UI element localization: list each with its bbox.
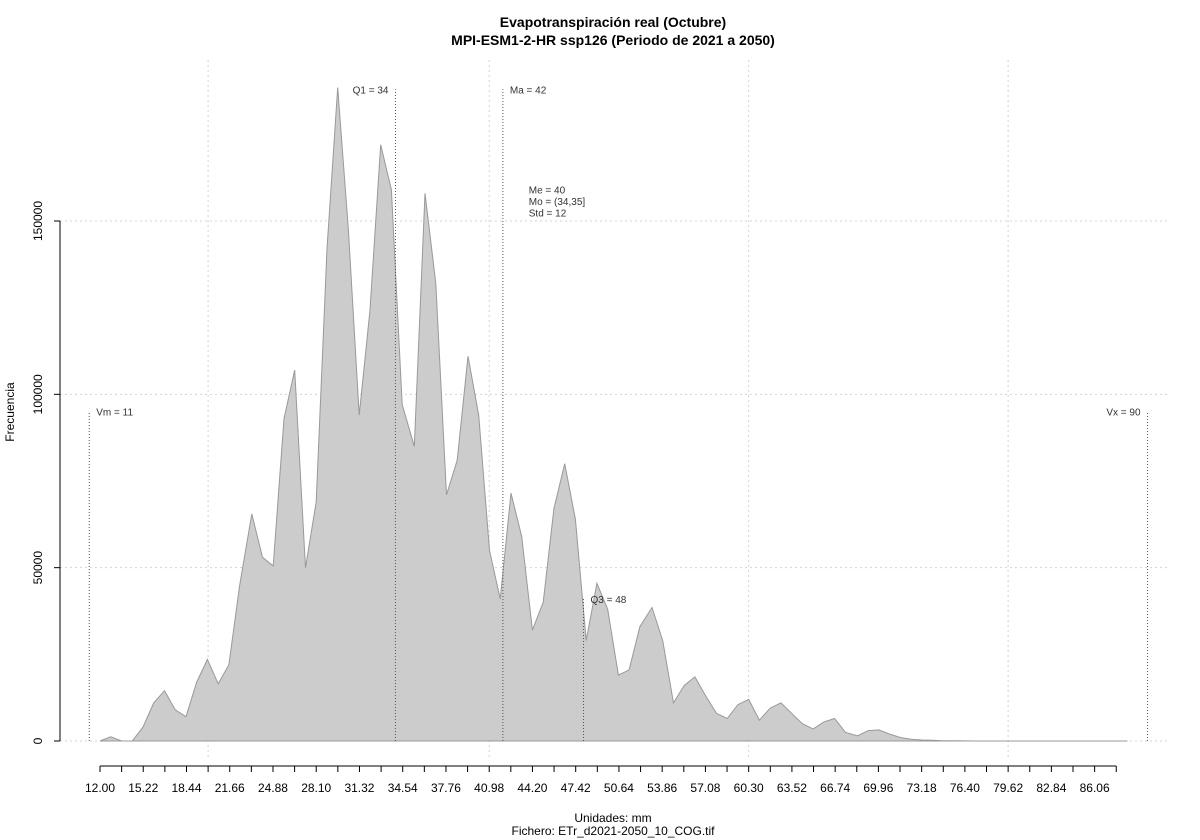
x-tick-label: 47.42 — [561, 781, 591, 795]
marker-label: Vm = 11 — [96, 408, 133, 419]
markers: Vm = 11 Q1 = 34 Ma = 42 Q3 = 48 Vx = 90 — [88, 85, 1149, 741]
x-axis-title: Unidades: mm — [574, 811, 651, 825]
y-axis-title: Frecuencia — [3, 382, 17, 442]
x-tick-label: 34.54 — [388, 781, 418, 795]
y-tick-label: 150000 — [31, 201, 45, 241]
x-tick-label: 66.74 — [820, 781, 850, 795]
x-tick-label: 37.76 — [431, 781, 461, 795]
x-tick-label: 86.06 — [1080, 781, 1110, 795]
x-tick-label: 69.96 — [863, 781, 893, 795]
x-axis: 12.00 15.22 18.44 21.66 24.88 28.10 31.32 34.54… — [85, 765, 1117, 795]
x-tick-label: 53.86 — [647, 781, 677, 795]
x-tick-label: 50.64 — [604, 781, 634, 795]
x-tick-label: 21.66 — [215, 781, 245, 795]
y-tick-label: 50000 — [31, 551, 45, 585]
marker-label: Q3 = 48 — [590, 595, 626, 606]
y-tick-label: 100000 — [31, 374, 45, 414]
stat-line: Me = 40 — [529, 186, 566, 197]
stat-line: Mo = (34,35] — [529, 197, 586, 208]
x-tick-label: 40.98 — [474, 781, 504, 795]
y-tick-label: 0 — [31, 737, 45, 744]
chart-subtitle: MPI-ESM1-2-HR ssp126 (Periodo de 2021 a … — [451, 32, 775, 48]
x-tick-label: 60.30 — [734, 781, 764, 795]
chart-title: Evapotranspiración real (Octubre) — [500, 14, 726, 30]
x-tick-label: 24.88 — [258, 781, 288, 795]
x-tick-label: 76.40 — [950, 781, 980, 795]
x-tick-label: 73.18 — [907, 781, 937, 795]
marker-label: Q1 = 34 — [353, 85, 389, 96]
x-tick-label: 28.10 — [301, 781, 331, 795]
marker-label: Vx = 90 — [1106, 408, 1141, 419]
y-axis: 0 50000 100000 150000 — [31, 201, 61, 744]
chart-caption: Fichero: ETr_d2021-2050_10_COG.tif — [512, 824, 716, 838]
x-tick-label: 63.52 — [777, 781, 807, 795]
marker-label: Ma = 42 — [510, 85, 547, 96]
x-tick-label: 15.22 — [128, 781, 158, 795]
x-tick-label: 79.62 — [993, 781, 1023, 795]
x-tick-label: 12.00 — [85, 781, 115, 795]
area-series — [99, 87, 1128, 742]
x-tick-label: 31.32 — [344, 781, 374, 795]
x-tick-label: 82.84 — [1036, 781, 1066, 795]
x-tick-label: 57.08 — [690, 781, 720, 795]
area-fill — [99, 87, 1128, 742]
stat-line: Std = 12 — [529, 209, 567, 220]
x-tick-label: 18.44 — [171, 781, 201, 795]
x-tick-label: 44.20 — [517, 781, 547, 795]
